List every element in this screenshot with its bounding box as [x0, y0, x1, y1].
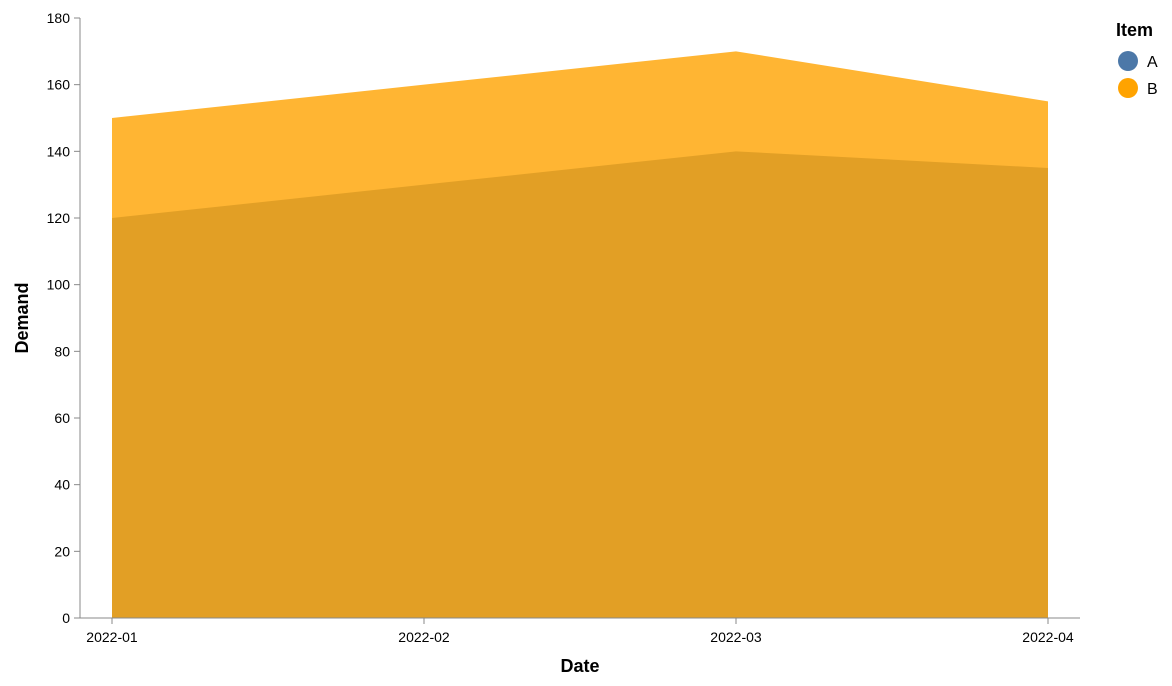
areas-layer	[112, 51, 1048, 619]
legend-swatch-A	[1118, 51, 1138, 71]
x-tick-label: 2022-04	[1022, 629, 1074, 645]
y-tick-label: 160	[47, 77, 71, 93]
legend-swatch-B	[1118, 78, 1138, 98]
y-tick-label: 100	[47, 277, 71, 293]
y-tick-label: 40	[54, 477, 70, 493]
legend-label-B: B	[1147, 81, 1158, 98]
y-axis-title: Demand	[12, 282, 32, 353]
y-tick-label: 60	[54, 410, 70, 426]
x-axis-title: Date	[560, 656, 599, 676]
y-tick-label: 20	[54, 543, 70, 559]
x-tick-label: 2022-01	[86, 629, 138, 645]
y-tick-label: 80	[54, 343, 70, 359]
y-tick-label: 180	[47, 10, 71, 26]
legend: Item AB	[1116, 20, 1158, 98]
y-tick-label: 140	[47, 143, 71, 159]
legend-label-A: A	[1147, 54, 1158, 71]
y-tick-label: 0	[62, 610, 70, 626]
area-series-B	[112, 51, 1048, 619]
legend-title: Item	[1116, 20, 1153, 40]
y-tick-label: 120	[47, 210, 71, 226]
x-tick-label: 2022-03	[710, 629, 762, 645]
x-tick-label: 2022-02	[398, 629, 450, 645]
axes: 0 20 40 60 80 100 120 140 160 180 2022-01 2022-02 20…	[47, 10, 1080, 645]
legend-items: AB	[1118, 51, 1158, 98]
